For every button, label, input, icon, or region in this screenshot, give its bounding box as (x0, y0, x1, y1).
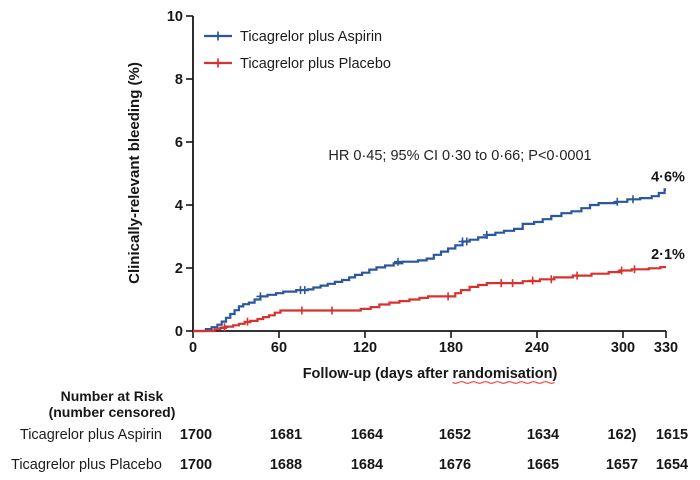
y-tick-label: 2 (175, 261, 183, 277)
risk-table-header-line1: Number at Risk (61, 388, 164, 404)
x-axis-title-suffix: ) (552, 366, 557, 382)
risk-cell: 1684 (351, 457, 383, 473)
x-tick-label: 330 (654, 340, 678, 356)
risk-cell: 1665 (527, 457, 559, 473)
censor-mark-icon (497, 279, 506, 288)
x-tick-label: 300 (611, 340, 635, 356)
risk-row-label: Ticagrelor plus Aspirin (20, 427, 162, 443)
y-axis-title: Clinically-relevant bleeding (%) (126, 62, 143, 284)
censor-mark-icon (243, 317, 252, 326)
axes: 0 60 120 180 240 300 330 0 2 4 6 8 10 (167, 9, 678, 356)
censor-mark-icon (617, 266, 626, 275)
x-tick-label: 240 (525, 340, 549, 356)
x-axis-title-prefix: Follow-up (days after (303, 366, 453, 382)
censor-mark-icon (297, 306, 306, 315)
risk-cell: 1664 (351, 427, 383, 443)
series-ticagrelor-aspirin: 4·6% (193, 169, 685, 333)
x-axis-title-misspelled-word: randomisation (453, 366, 553, 382)
km-step-curve (193, 188, 666, 333)
series-end-label: 2·1% (651, 247, 685, 263)
spellcheck-squiggle-underline (452, 381, 555, 384)
censor-mark-icon (394, 257, 402, 266)
censor-mark-icon (547, 275, 556, 284)
number-at-risk-table: Number at Risk (number censored) Ticagre… (11, 388, 688, 473)
y-tick-label: 4 (175, 198, 183, 214)
risk-cell: 1681 (270, 427, 302, 443)
censor-mark-icon (444, 292, 453, 301)
y-tick-label: 6 (175, 135, 183, 151)
legend-item-aspirin: Ticagrelor plus Aspirin (204, 29, 382, 45)
y-tick-label: 8 (175, 72, 183, 88)
risk-row-label: Ticagrelor plus Placebo (11, 457, 162, 473)
risk-cell: 162) (607, 427, 636, 443)
km-step-curve (193, 266, 666, 333)
y-tick-label: 0 (175, 324, 183, 340)
censor-mark-icon (482, 230, 491, 239)
risk-cell: 1634 (527, 427, 559, 443)
legend-label-placebo: Ticagrelor plus Placebo (240, 56, 391, 72)
risk-cell: 1615 (656, 427, 688, 443)
risk-cell: 1700 (180, 457, 212, 473)
legend: Ticagrelor plus Aspirin Ticagrelor plus … (204, 29, 391, 72)
x-axis-title: Follow-up (days after randomisation) (303, 366, 558, 382)
x-tick-label: 60 (271, 340, 287, 356)
risk-cell: 1700 (180, 427, 212, 443)
censor-mark-icon (220, 323, 229, 332)
risk-table-header-line2: (number censored) (49, 404, 176, 420)
censor-mark-icon (256, 292, 265, 301)
x-tick-label: 180 (439, 340, 463, 356)
legend-censor-cross-icon (213, 58, 223, 68)
risk-cell: 1676 (439, 457, 471, 473)
legend-label-aspirin: Ticagrelor plus Aspirin (240, 29, 382, 45)
risk-cell: 1652 (439, 427, 471, 443)
censor-mark-icon (629, 195, 637, 204)
hazard-ratio-annotation: HR 0·45; 95% CI 0·30 to 0·66; P<0·0001 (328, 148, 591, 164)
censor-mark-icon (462, 237, 471, 246)
censor-mark-icon (573, 271, 582, 280)
series-end-label: 4·6% (651, 169, 685, 185)
censor-mark-icon (528, 276, 537, 285)
legend-censor-cross-icon (213, 31, 223, 41)
censor-mark-icon (630, 265, 639, 274)
censor-mark-icon (328, 306, 336, 315)
y-tick-label: 10 (167, 9, 183, 25)
legend-item-placebo: Ticagrelor plus Placebo (204, 56, 391, 72)
risk-cell: 1688 (270, 457, 302, 473)
risk-cell: 1657 (606, 457, 638, 473)
series-ticagrelor-placebo: 2·1% (193, 247, 685, 333)
censor-mark-icon (300, 286, 309, 295)
censor-mark-icon (613, 197, 622, 206)
x-tick-label: 120 (353, 340, 377, 356)
censor-mark-icon (508, 279, 517, 288)
risk-cell: 1654 (656, 457, 688, 473)
x-tick-label: 0 (189, 340, 197, 356)
